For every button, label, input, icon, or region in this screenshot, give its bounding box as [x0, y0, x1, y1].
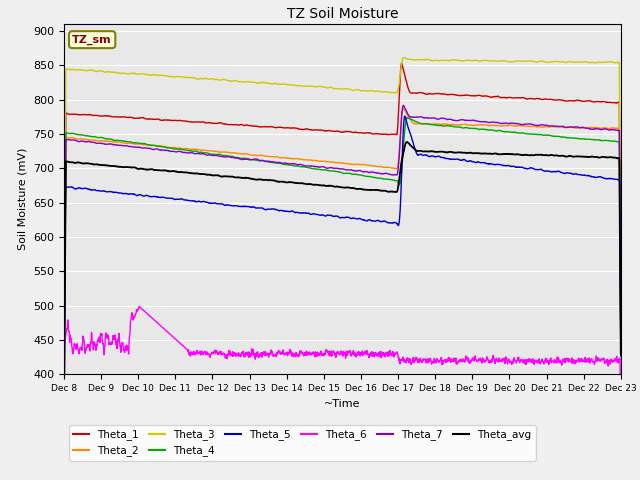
Y-axis label: Soil Moisture (mV): Soil Moisture (mV)	[17, 148, 28, 251]
Legend: Theta_1, Theta_2, Theta_3, Theta_4, Theta_5, Theta_6, Theta_7, Theta_avg: Theta_1, Theta_2, Theta_3, Theta_4, Thet…	[69, 425, 536, 460]
X-axis label: ~Time: ~Time	[324, 399, 361, 408]
Text: TZ_sm: TZ_sm	[72, 35, 112, 45]
Title: TZ Soil Moisture: TZ Soil Moisture	[287, 8, 398, 22]
